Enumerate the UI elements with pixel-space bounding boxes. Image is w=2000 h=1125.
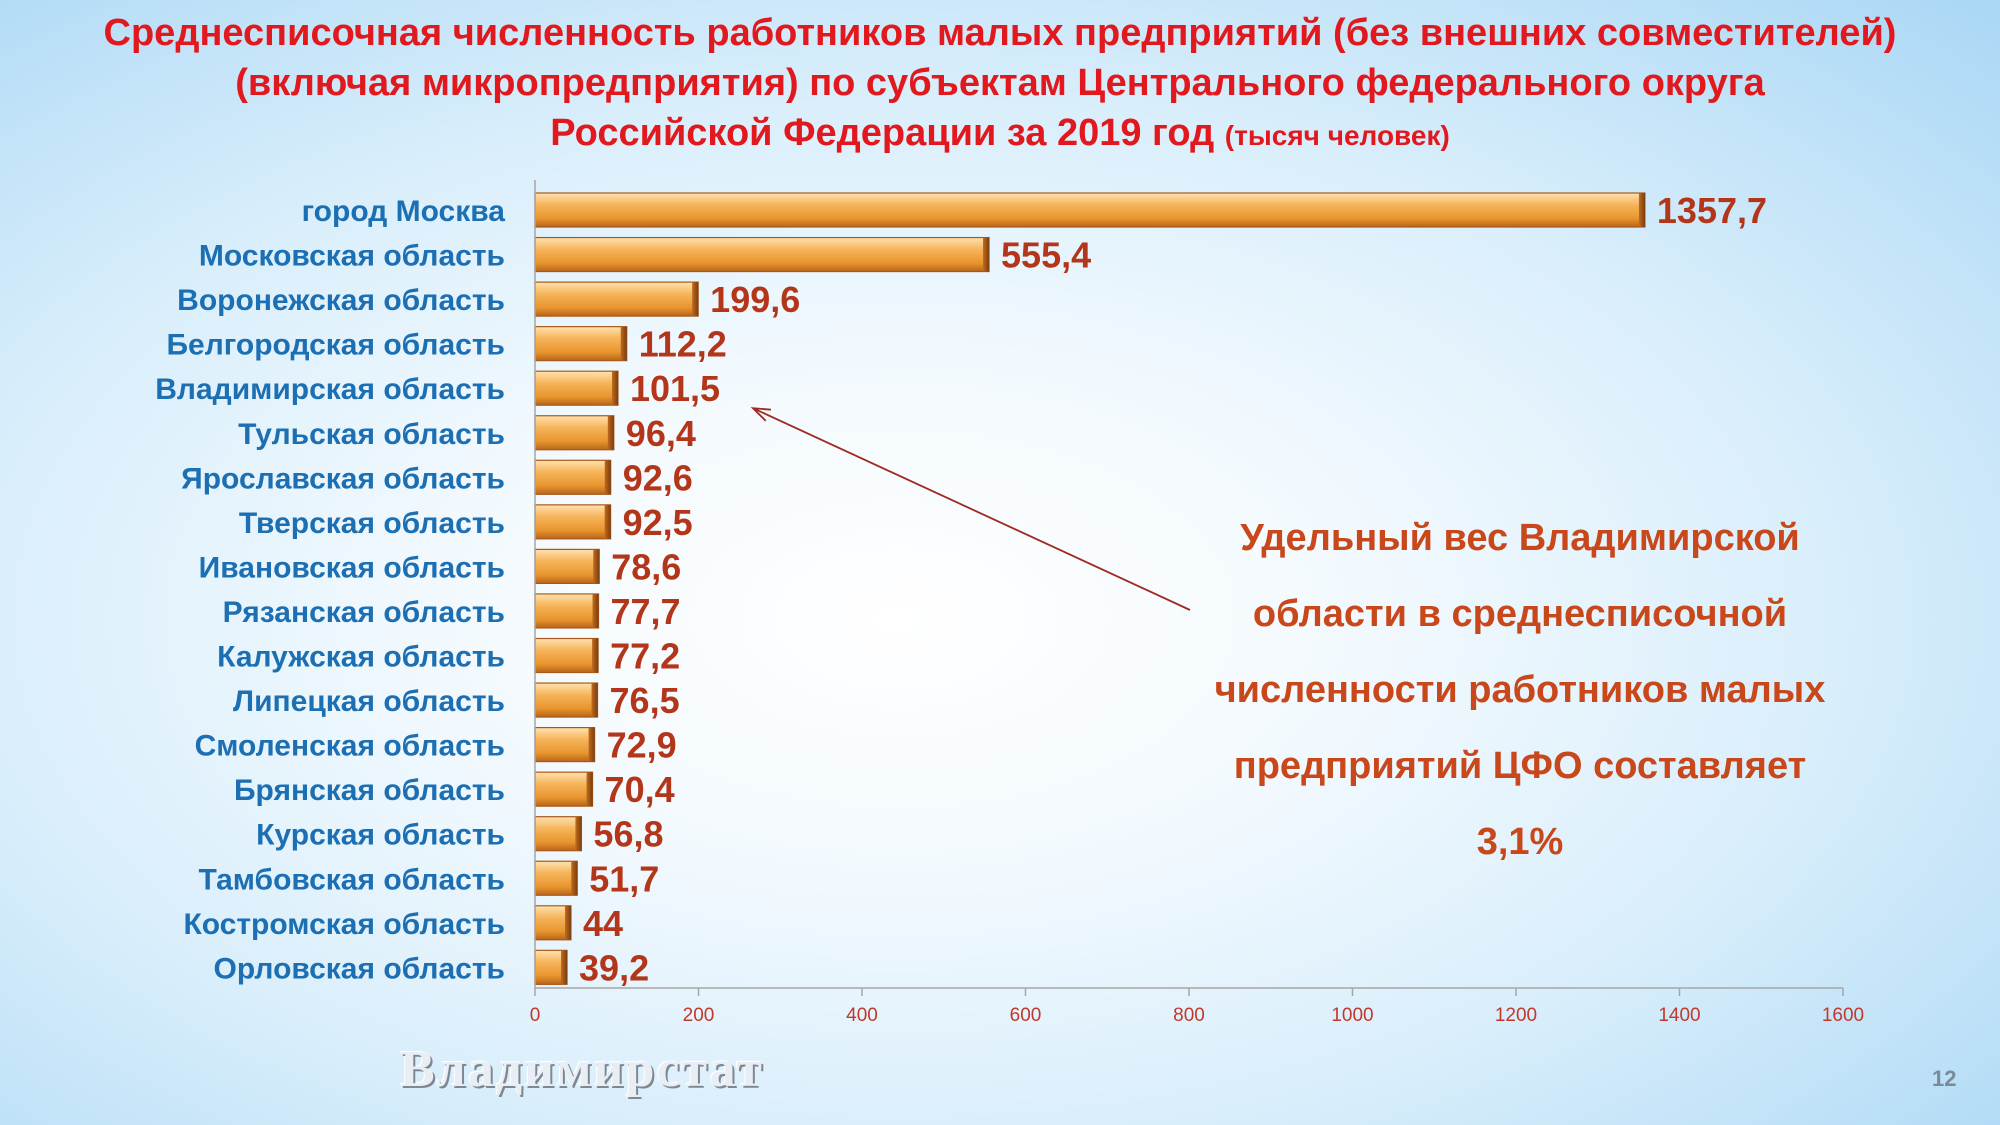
data-label: 555,4 xyxy=(1001,235,1091,276)
data-label: 70,4 xyxy=(605,769,675,810)
bar-end-cap xyxy=(620,326,627,361)
bar-end-cap xyxy=(1638,193,1645,227)
data-label: 76,5 xyxy=(610,680,680,721)
bar-end-cap xyxy=(586,772,593,807)
category-label: Курская область xyxy=(256,819,505,852)
bar-end-cap xyxy=(692,282,699,317)
data-label: 44 xyxy=(583,903,623,944)
x-tick-label: 0 xyxy=(530,1005,541,1026)
data-label: 112,2 xyxy=(639,324,727,365)
x-tick-label: 400 xyxy=(846,1005,878,1026)
data-label: 96,4 xyxy=(626,413,696,454)
category-label: Тверская область xyxy=(239,507,505,540)
data-label: 39,2 xyxy=(579,947,649,988)
category-label: город Москва xyxy=(302,195,506,228)
bar-end-cap xyxy=(564,905,571,940)
bar xyxy=(534,860,578,896)
x-tick-label: 1000 xyxy=(1331,1005,1373,1026)
bar-end-cap xyxy=(604,504,611,539)
category-label: Воронежская область xyxy=(177,284,505,317)
bars-layer: город Москва 1357,7 Московская область 555,… xyxy=(155,190,1767,988)
annotation-line-4: предприятий ЦФО составляет xyxy=(1233,745,1807,787)
bar xyxy=(534,771,594,807)
bar xyxy=(534,682,599,718)
annotation-arrow xyxy=(750,407,1191,611)
arrow-head xyxy=(750,407,772,422)
category-label: Тамбовская область xyxy=(198,863,505,896)
bar-end-cap xyxy=(571,861,578,896)
bar xyxy=(534,816,583,852)
category-label: Ивановская область xyxy=(199,551,505,584)
bar xyxy=(534,192,1646,228)
data-label: 92,6 xyxy=(623,457,693,498)
data-label: 199,6 xyxy=(710,279,800,320)
bar xyxy=(534,726,596,763)
data-label: 72,9 xyxy=(607,725,677,766)
page-number: 12 xyxy=(1932,1066,1957,1091)
title-unit: (тысяч человек) xyxy=(1224,120,1450,151)
bar xyxy=(534,236,990,273)
category-label: Владимирская область xyxy=(155,373,505,406)
x-tick-label: 1400 xyxy=(1658,1005,1700,1026)
x-axis: 0 200 400 600 800 1000 1200 1400 1600 xyxy=(530,180,1864,1026)
bar-end-cap xyxy=(604,460,611,495)
annotation-line-3: численности работников малых xyxy=(1214,669,1826,711)
data-label: 92,5 xyxy=(623,502,693,543)
bar-end-cap xyxy=(592,638,599,673)
category-label: Смоленская область xyxy=(195,730,505,763)
x-tick-label: 1600 xyxy=(1822,1005,1864,1026)
data-label: 77,2 xyxy=(610,636,680,677)
data-label: 101,5 xyxy=(630,368,720,409)
title-line-3-text: Российской Федерации за 2019 год xyxy=(550,112,1215,154)
category-label: Костромская область xyxy=(183,908,505,941)
data-label: 56,8 xyxy=(593,814,663,855)
bar xyxy=(534,637,599,674)
bar xyxy=(534,459,612,495)
category-label: Тульская область xyxy=(238,418,505,451)
bar-end-cap xyxy=(575,816,582,851)
x-tick-label: 200 xyxy=(683,1005,715,1026)
category-label: Калужская область xyxy=(217,641,505,674)
annotation-text: Удельный вес Владимирской области в сред… xyxy=(1170,500,1870,880)
bar xyxy=(534,415,615,451)
bar-end-cap xyxy=(588,727,595,762)
category-label: Орловская область xyxy=(214,952,506,985)
bar-end-cap xyxy=(611,371,618,406)
bar xyxy=(534,593,600,629)
data-label: 77,7 xyxy=(611,591,681,632)
x-tick-label: 1200 xyxy=(1495,1005,1537,1026)
category-label: Ярославская область xyxy=(181,462,505,495)
bar-end-cap xyxy=(983,237,990,272)
title-line-1: Среднесписочная численность работников м… xyxy=(103,12,1897,54)
watermark-logo: Владимирстат xyxy=(400,1041,764,1098)
data-label: 1357,7 xyxy=(1657,190,1767,231)
title-line-3: Российской Федерации за 2019 год (тысяч … xyxy=(0,108,2000,161)
bar xyxy=(534,548,600,585)
category-label: Московская область xyxy=(199,240,505,273)
bar xyxy=(534,370,619,406)
bar-end-cap xyxy=(591,683,598,718)
annotation-line-2: области в среднесписочной xyxy=(1252,593,1788,635)
title-line-2: (включая микропредприятия) по субъектам … xyxy=(235,62,1765,104)
annotation-line-5: 3,1% xyxy=(1476,821,1564,863)
bar-end-cap xyxy=(593,549,600,584)
x-tick-label: 800 xyxy=(1173,1005,1205,1026)
category-label: Рязанская область xyxy=(223,596,505,629)
x-tick-label: 600 xyxy=(1010,1005,1042,1026)
category-label: Брянская область xyxy=(234,774,505,807)
chart-title: Среднесписочная численность работников м… xyxy=(0,8,2000,161)
category-label: Белгородская область xyxy=(166,329,505,362)
bar-end-cap xyxy=(561,950,568,985)
bar-end-cap xyxy=(607,415,614,450)
data-label: 78,6 xyxy=(611,546,681,587)
category-label: Липецкая область xyxy=(233,685,505,718)
bar-end-cap xyxy=(592,593,599,628)
arrow-line xyxy=(752,407,1191,611)
bar xyxy=(534,281,699,317)
bar xyxy=(534,326,628,362)
annotation-line-1: Удельный вес Владимирской xyxy=(1240,517,1800,559)
bar xyxy=(534,504,612,540)
data-label: 51,7 xyxy=(589,858,659,899)
